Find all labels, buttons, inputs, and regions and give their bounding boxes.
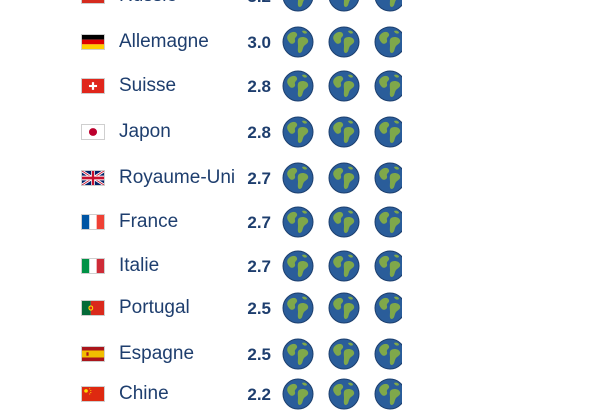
table-row: Royaume-Uni 2.7: [0, 158, 600, 198]
earth-icons-row: [282, 374, 402, 414]
earth-globe-icon: [374, 250, 402, 282]
earth-globe-icon: [282, 26, 314, 58]
country-label: Portugal: [119, 297, 190, 318]
earth-globe-icon: [282, 250, 314, 282]
value-label: 2.5: [247, 345, 271, 364]
table-row: Chine 2.2: [0, 374, 600, 414]
earth-globe-icon: [282, 378, 314, 410]
country-label: Royaume-Uni: [119, 167, 236, 188]
earth-globe-icon: [328, 292, 360, 324]
value-label: 2.8: [247, 77, 271, 96]
table-row: Allemagne 3.0: [0, 22, 600, 62]
country-label: Italie: [119, 255, 160, 276]
country-label: Suisse: [119, 75, 177, 96]
earth-globe-icon: [374, 206, 402, 238]
earth-globe-icon: [328, 70, 360, 102]
earth-globe-icon: [374, 70, 402, 102]
earth-icons-row: [282, 0, 402, 16]
earth-globe-icon: [374, 378, 402, 410]
earth-icons-row: [282, 202, 402, 242]
earth-globe-icon: [328, 206, 360, 238]
united-kingdom-flag: [81, 170, 105, 186]
earth-icons-row: [282, 334, 402, 374]
earth-globe-icon: [374, 116, 402, 148]
russia-flag: [81, 0, 105, 4]
germany-flag: [81, 34, 105, 50]
earth-globe-icon: [282, 0, 314, 12]
value-label: 2.5: [247, 299, 271, 318]
earth-globe-icon: [328, 250, 360, 282]
country-label: Japon: [119, 121, 171, 142]
table-row: France 2.7: [0, 202, 600, 242]
table-row: Suisse 2.8: [0, 66, 600, 106]
country-label: Chine: [119, 383, 169, 404]
earth-icons-row: [282, 158, 402, 198]
earth-globe-icon: [328, 378, 360, 410]
value-label: 3.2: [237, 0, 271, 7]
earth-globe-icon: [328, 26, 360, 58]
earth-globe-icon: [374, 292, 402, 324]
earth-globe-icon: [282, 206, 314, 238]
value-label: 2.8: [247, 123, 271, 142]
table-row: Espagne 2.5: [0, 334, 600, 374]
earth-globe-icon: [374, 338, 402, 370]
portugal-flag: [81, 300, 105, 316]
earth-globe-icon: [328, 116, 360, 148]
country-label: France: [119, 211, 179, 232]
earth-globe-icon: [328, 162, 360, 194]
value-label: 3.0: [247, 33, 271, 52]
earth-icons-row: [282, 288, 402, 328]
earth-globe-icon: [282, 338, 314, 370]
earth-globe-icon: [282, 116, 314, 148]
france-flag: [81, 214, 105, 230]
earth-icons-row: [282, 112, 402, 152]
japan-flag: [81, 124, 105, 140]
earth-globe-icon: [282, 292, 314, 324]
table-row: Russie 3.2: [0, 0, 600, 16]
earth-icons-row: [282, 22, 402, 62]
value-label: 2.7: [247, 257, 271, 276]
table-row: Japon 2.8: [0, 112, 600, 152]
country-label: Espagne: [119, 343, 195, 364]
value-label: 2.2: [247, 385, 271, 404]
value-label: 2.7: [247, 213, 271, 232]
italy-flag: [81, 258, 105, 274]
earth-globe-icon: [328, 338, 360, 370]
earth-globe-icon: [282, 162, 314, 194]
earth-globe-icon: [282, 70, 314, 102]
country-label: Russie: [119, 0, 177, 7]
earth-globe-icon: [374, 162, 402, 194]
earth-icons-row: [282, 66, 402, 106]
switzerland-flag: [81, 78, 105, 94]
country-label: Allemagne: [119, 31, 209, 52]
table-row: Italie 2.7: [0, 246, 600, 286]
spain-flag: [81, 346, 105, 362]
earth-globe-icon: [328, 0, 360, 12]
earth-icons-row: [282, 246, 402, 286]
table-row: Portugal 2.5: [0, 288, 600, 328]
earth-globe-icon: [374, 26, 402, 58]
value-label: 2.7: [247, 169, 271, 188]
earth-globe-icon: [374, 0, 402, 12]
